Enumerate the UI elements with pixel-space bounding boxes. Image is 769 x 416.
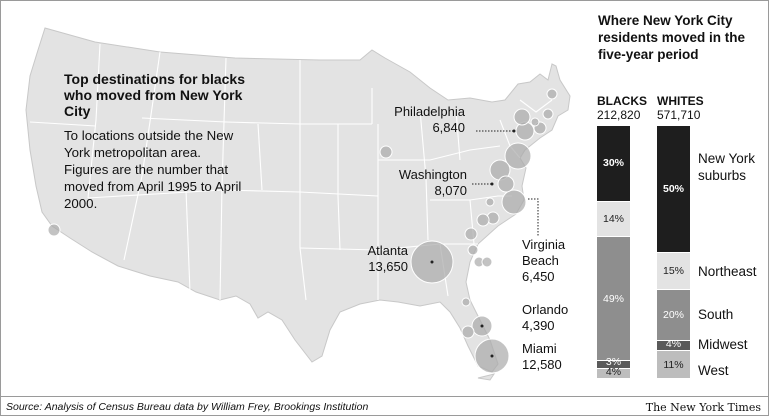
region-label-ny-suburbs: New York suburbs [698, 150, 764, 184]
bar-segment: 50% [657, 126, 690, 252]
bubble [47, 223, 61, 237]
bubble [481, 256, 493, 268]
bar-segment: 11% [657, 351, 690, 378]
label-philadelphia: Philadelphia 6,840 [385, 104, 465, 136]
bar-segment: 14% [597, 201, 630, 237]
bar-value-label: 49% [602, 292, 624, 305]
bubble [461, 297, 471, 307]
series-name: BLACKS [597, 94, 647, 108]
bar-segment: 49% [597, 237, 630, 361]
city-dot [480, 324, 484, 328]
virginia-beach-bubble [501, 189, 527, 215]
chart-title: Where New York City residents moved in t… [598, 13, 746, 62]
label-atlanta: Atlanta 13,650 [340, 243, 408, 275]
bubble [461, 325, 475, 339]
bar-value-label: 50% [662, 182, 684, 195]
virginia-beach-leader [528, 198, 539, 236]
bubble [546, 88, 558, 100]
city-name: Atlanta [367, 243, 408, 258]
bar-value-label: 3% [605, 355, 622, 368]
city-dot [430, 260, 434, 264]
bubble [497, 175, 515, 193]
label-orlando: Orlando 4,390 [522, 302, 584, 334]
bar-value-label: 14% [602, 213, 624, 226]
bar-value-label: 15% [662, 264, 684, 277]
city-name: Philadelphia [394, 104, 465, 119]
bubble [485, 197, 495, 207]
map-title: Top destinations for blacks who moved fr… [64, 71, 245, 119]
city-count: 6,450 [522, 269, 555, 284]
washington-bubble [504, 142, 532, 170]
city-name: Orlando [522, 302, 569, 317]
bar-value-label: 30% [602, 157, 624, 170]
bar-segment: 4% [657, 338, 690, 351]
source-note: Source: Analysis of Census Bureau data b… [6, 401, 369, 413]
bar-segment: 4% [597, 365, 630, 378]
city-count: 12,580 [522, 357, 562, 372]
city-count: 8,070 [434, 183, 467, 198]
label-virginia-beach: Virginia Beach 6,450 [522, 237, 582, 285]
bar-value-label: 20% [662, 309, 684, 322]
label-washington: Washington 8,070 [385, 167, 467, 199]
bar-value-label: 11% [663, 358, 684, 371]
bubble [542, 108, 554, 120]
bubble [513, 108, 531, 126]
bar-segment: 3% [597, 356, 630, 368]
series-total: 571,710 [657, 108, 701, 122]
column-header-whites: WHITES 571,710 [657, 94, 704, 122]
city-dots [430, 129, 516, 358]
bubble [467, 244, 479, 256]
city-name: Washington [398, 167, 467, 182]
credit: The New York Times [645, 401, 761, 414]
region-label-south: South [698, 307, 734, 322]
series-total: 212,820 [597, 108, 641, 122]
city-count: 13,650 [368, 259, 408, 274]
map-description: To locations outside the New York metrop… [64, 128, 242, 211]
florida-keys [477, 373, 496, 381]
footer-divider [0, 396, 769, 397]
bar-value-label: 4% [605, 365, 622, 378]
label-miami: Miami 12,580 [522, 341, 584, 373]
city-dot [512, 129, 516, 133]
bar-value-label: 4% [665, 338, 682, 351]
city-count: 6,840 [432, 120, 465, 135]
bar-segment: 15% [657, 252, 690, 290]
series-name: WHITES [657, 94, 704, 108]
destination-bubbles [47, 88, 558, 374]
region-name: New York suburbs [698, 151, 756, 183]
city-dot [490, 354, 494, 358]
bubble [530, 117, 540, 127]
city-dot [490, 182, 494, 186]
column-header-blacks: BLACKS 212,820 [597, 94, 647, 122]
region-label-midwest: Midwest [698, 337, 748, 352]
bubble [464, 227, 478, 241]
region-label-northeast: Northeast [698, 264, 757, 279]
bar-segment: 20% [657, 290, 690, 341]
bar-segment: 30% [597, 126, 630, 201]
city-name: Miami [522, 341, 557, 356]
bubble [379, 145, 393, 159]
region-label-west: West [698, 363, 729, 378]
city-name: Virginia Beach [522, 237, 566, 268]
city-count: 4,390 [522, 318, 555, 333]
bubble [476, 213, 490, 227]
us-map [25, 27, 571, 381]
